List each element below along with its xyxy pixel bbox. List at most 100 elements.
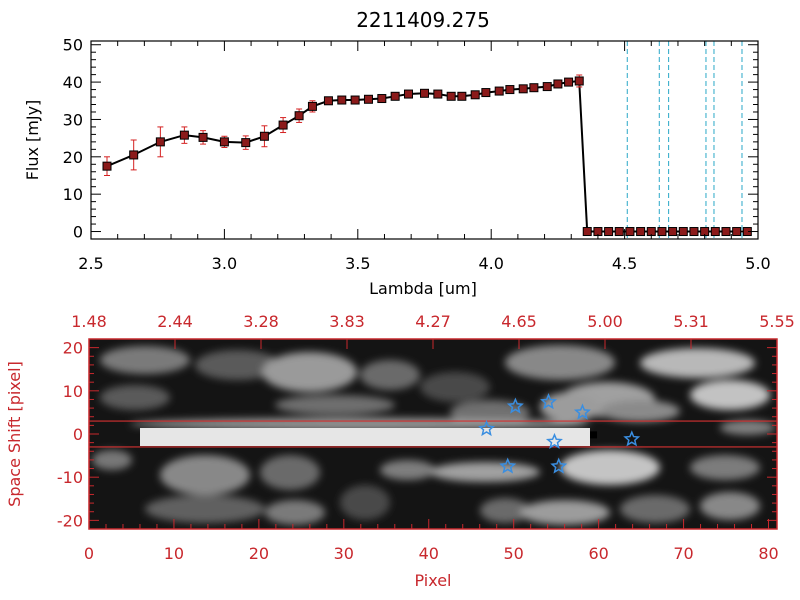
spectrum-plot: 2211409.275 2.5 3.0 3.5 4.0 4.5 5.0 0 10 20 30 40… bbox=[23, 8, 771, 298]
intensity-patch-26 bbox=[520, 500, 610, 525]
wavelength-marker-lines bbox=[626, 41, 743, 239]
data-point-11 bbox=[323, 96, 333, 106]
space-shift-tick-label: 20 bbox=[63, 339, 83, 358]
chart-title: 2211409.275 bbox=[356, 8, 490, 32]
intensity-patch-28 bbox=[700, 492, 760, 520]
wavelength-tick-label: 5.00 bbox=[587, 312, 623, 331]
intensity-patch-9 bbox=[100, 385, 170, 410]
data-point-22 bbox=[470, 90, 480, 100]
pixel-tick-label: 60 bbox=[588, 544, 608, 563]
intensity-patch-24 bbox=[265, 500, 325, 525]
y-tick-label: 20 bbox=[63, 148, 83, 167]
pixel-tick-label: 20 bbox=[249, 544, 269, 563]
data-point-6 bbox=[241, 138, 251, 148]
data-point-29 bbox=[553, 79, 563, 89]
space-shift-tick-label: -10 bbox=[57, 468, 83, 487]
data-point-9 bbox=[294, 111, 304, 121]
y-tick-label: 0 bbox=[73, 223, 83, 242]
data-point-1 bbox=[129, 150, 139, 160]
data-point-7 bbox=[259, 131, 269, 141]
pixel-axis-label: Pixel bbox=[414, 571, 451, 590]
pixel-tick-label: 0 bbox=[84, 544, 94, 563]
space-shift-tick-label: 0 bbox=[73, 425, 83, 444]
wavelength-tick-label: 5.55 bbox=[759, 312, 795, 331]
intensity-patch-17 bbox=[260, 455, 320, 490]
intensity-patch-29 bbox=[340, 485, 390, 520]
star-marker-2 bbox=[506, 397, 524, 414]
y-axis-label: Flux [mJy] bbox=[23, 100, 42, 181]
x-tick-label: 4.0 bbox=[478, 254, 503, 273]
intensity-patch-23 bbox=[145, 495, 265, 523]
data-point-5 bbox=[219, 137, 229, 147]
data-point-34 bbox=[604, 227, 614, 237]
pixel-tick-label: 50 bbox=[504, 544, 524, 563]
wavelength-tick-label: 4.27 bbox=[415, 312, 451, 331]
image-intensity bbox=[92, 345, 775, 525]
star-marker-7 bbox=[623, 430, 641, 447]
data-point-27 bbox=[529, 83, 539, 93]
data-point-39 bbox=[657, 227, 667, 237]
data-point-44 bbox=[710, 227, 720, 237]
data-point-14 bbox=[363, 94, 373, 104]
data-point-28 bbox=[542, 82, 552, 92]
pixel-axis-ticks: 0 10 20 30 40 50 60 70 80 bbox=[84, 519, 779, 563]
wavelength-tick-label: 5.31 bbox=[673, 312, 709, 331]
intensity-patch-21 bbox=[690, 455, 760, 480]
x-axis-ticks: 2.5 3.0 3.5 4.0 4.5 5.0 bbox=[78, 41, 771, 273]
intensity-patch-0 bbox=[100, 346, 190, 374]
plot-frame bbox=[90, 40, 759, 240]
data-point-21 bbox=[457, 91, 467, 101]
x-tick-label: 5.0 bbox=[745, 254, 770, 273]
intensity-patch-20 bbox=[560, 450, 660, 485]
star-marker-4 bbox=[545, 432, 563, 449]
data-point-20 bbox=[446, 91, 456, 101]
data-point-37 bbox=[636, 227, 646, 237]
data-point-41 bbox=[678, 227, 688, 237]
intensity-patch-3 bbox=[360, 360, 420, 390]
space-shift-tick-label: 10 bbox=[63, 382, 83, 401]
x-tick-label: 3.5 bbox=[345, 254, 370, 273]
star-marker-0 bbox=[478, 419, 496, 437]
wavelength-axis-ticks: 1.48 2.44 3.28 3.83 4.27 4.65 5.00 5.31 5.55 bbox=[71, 312, 795, 349]
intensity-patch-13 bbox=[600, 400, 680, 422]
data-point-12 bbox=[337, 95, 347, 105]
space-shift-axis-ticks: -20 -10 0 10 20 bbox=[57, 338, 777, 530]
intensity-patch-1 bbox=[195, 350, 280, 380]
wavelength-tick-label: 4.65 bbox=[501, 312, 537, 331]
x-axis-label: Lambda [um] bbox=[369, 279, 477, 298]
intensity-patch-18 bbox=[380, 460, 435, 480]
pixel-tick-label: 70 bbox=[673, 544, 693, 563]
y-tick-label: 50 bbox=[63, 36, 83, 55]
data-point-0 bbox=[102, 161, 112, 171]
wavelength-tick-label: 3.28 bbox=[243, 312, 279, 331]
data-point-25 bbox=[505, 85, 515, 95]
intensity-patch-22 bbox=[92, 450, 132, 470]
data-point-40 bbox=[668, 227, 678, 237]
star-marker-6 bbox=[573, 403, 591, 420]
y-tick-label: 10 bbox=[63, 185, 83, 204]
wavelength-tick-label: 2.44 bbox=[157, 312, 193, 331]
pixel-tick-label: 10 bbox=[164, 544, 184, 563]
data-point-23 bbox=[481, 88, 491, 98]
x-tick-label: 4.5 bbox=[612, 254, 637, 273]
intensity-patch-4 bbox=[420, 372, 490, 402]
data-point-4 bbox=[198, 132, 208, 142]
data-point-42 bbox=[689, 227, 699, 237]
data-point-17 bbox=[403, 89, 413, 99]
data-point-15 bbox=[377, 94, 387, 104]
intensity-patch-15 bbox=[720, 420, 775, 435]
pixel-tick-label: 80 bbox=[758, 544, 778, 563]
y-tick-label: 30 bbox=[63, 110, 83, 129]
data-point-32 bbox=[582, 227, 592, 237]
data-point-31 bbox=[574, 76, 584, 86]
data-point-46 bbox=[732, 227, 742, 237]
wavelength-tick-label: 3.83 bbox=[329, 312, 365, 331]
y-axis-ticks: 0 10 20 30 40 50 bbox=[63, 36, 758, 242]
data-point-19 bbox=[433, 89, 443, 99]
x-tick-label: 2.5 bbox=[78, 254, 103, 273]
intensity-patch-16 bbox=[160, 455, 250, 495]
space-shift-axis-label: Space Shift [pixel] bbox=[5, 361, 24, 507]
intensity-patch-5 bbox=[505, 345, 615, 380]
source-markers bbox=[478, 393, 641, 474]
